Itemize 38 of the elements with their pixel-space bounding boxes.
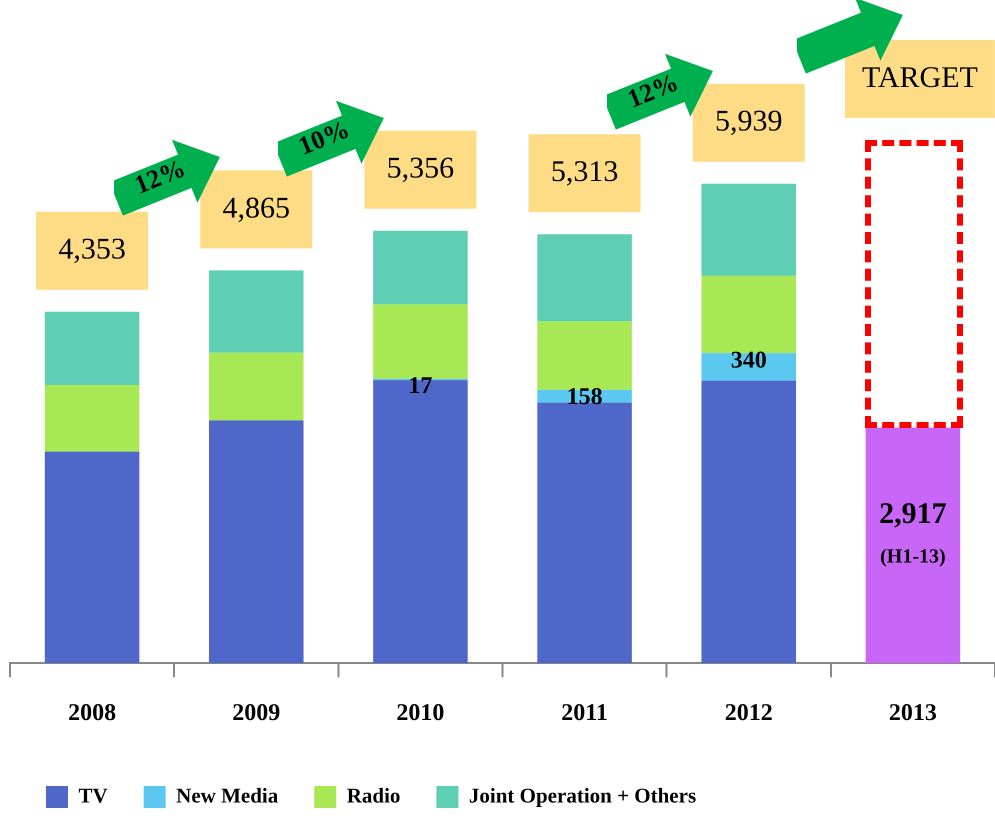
bar	[44, 312, 140, 386]
x-tick-label: 2013	[888, 700, 937, 726]
legend-label: Radio	[346, 783, 400, 808]
bar	[701, 380, 796, 664]
annotation: 12%	[129, 152, 190, 202]
legend-label: TV	[78, 783, 108, 808]
total-label: 5,313	[550, 155, 618, 188]
x-tick-label: 2012	[724, 700, 773, 726]
bar	[537, 402, 632, 664]
x-tick-label: 2008	[68, 700, 116, 726]
bar	[208, 420, 304, 664]
x-tick-label: 2010	[396, 700, 444, 726]
x-tick-label: 2011	[561, 700, 608, 726]
bar	[208, 352, 304, 420]
total-label: 4,865	[222, 191, 290, 224]
bar	[537, 234, 632, 322]
data-label: 158	[566, 384, 603, 410]
legend-label: New Media	[176, 783, 279, 808]
bar	[537, 321, 632, 390]
total-label: 5,939	[715, 104, 782, 138]
x-tick-label: 2009	[232, 700, 280, 726]
bar	[373, 230, 468, 304]
data-label: 2,917	[879, 497, 947, 530]
bar	[701, 184, 796, 276]
text: 12%	[622, 66, 683, 116]
total-label: 4,353	[58, 232, 126, 266]
bar	[373, 304, 468, 379]
bar	[701, 276, 796, 354]
data-label: 17	[408, 372, 432, 399]
data-label: 340	[730, 347, 767, 374]
text: 10%	[294, 113, 355, 162]
bar	[44, 452, 140, 664]
annotation: (H1-13)	[880, 546, 946, 568]
legend-label: Joint Operation + Others	[468, 783, 696, 808]
bar	[44, 385, 140, 452]
text: TARGET	[862, 60, 978, 94]
bar	[208, 270, 304, 353]
total-label: 5,356	[386, 152, 454, 185]
